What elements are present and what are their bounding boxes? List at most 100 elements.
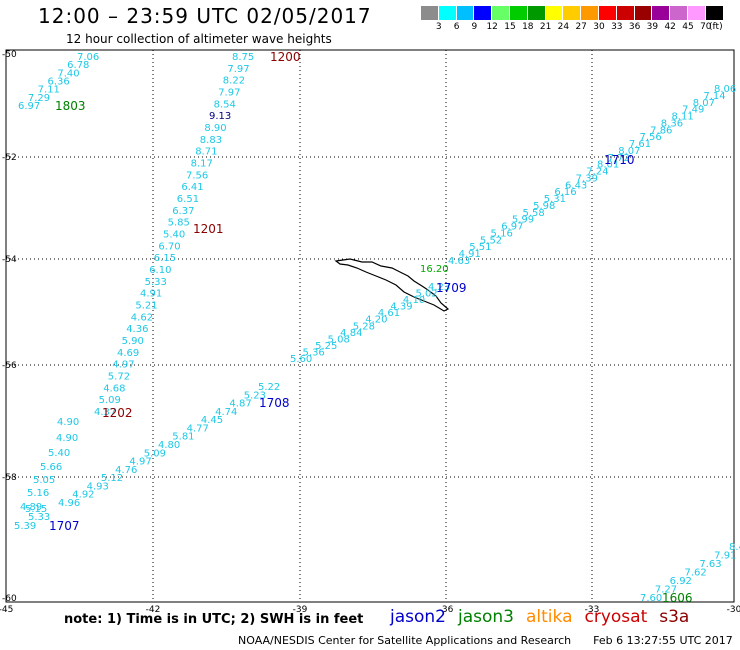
swh-reading: 7.56 [640,132,662,143]
swh-reading: 5.16 [27,488,49,499]
swh-reading: 5.36 [303,347,325,358]
swh-reading: 8.4 [729,542,740,553]
swh-reading: 8.22 [223,76,245,87]
swh-reading: 4.63 [448,256,470,267]
swh-reading: 7.97 [218,88,240,99]
swh-reading: 8.36 [661,118,683,129]
footer-note: note: 1) Time is in UTC; 2) SWH is in fe… [64,612,364,627]
swh-reading: 7.61 [629,139,651,150]
longitude-tick: -33 [585,605,600,615]
swh-reading: 6.92 [670,576,692,587]
swh-reading: 4.89 [20,502,42,513]
swh-reading: 7.40 [57,68,79,79]
swh-reading: 5.33 [145,277,167,288]
colorbar-tick-label: 36 [628,22,641,32]
swh-reading: 9.13 [209,111,231,122]
swh-reading: 5.98 [533,201,555,212]
swh-reading: 5.25 [315,341,337,352]
swh-reading: 5.85 [168,218,190,229]
longitude-tick: -42 [146,605,161,615]
track-time-label: 1710 [604,153,635,167]
swh-reading: 4.77 [187,423,209,434]
colorbar-swatch [456,6,475,20]
colorbar-swatch [509,6,528,20]
swh-reading: 7.97 [227,64,249,75]
swh-reading: 8.90 [204,123,226,134]
swh-reading: 4.39 [390,302,412,313]
south-georgia-island [334,258,450,312]
swh-reading: 4.91 [140,289,162,300]
legend-jason2: jason2 [390,607,446,627]
track-time-label: 1708 [259,396,290,410]
swh-reading: 7.24 [586,167,608,178]
swh-reading: 4.93 [87,481,109,492]
swh-reading: 4.97 [112,360,134,371]
credit-line: NOAA/NESDIS Center for Satellite Applica… [238,634,733,647]
credit-text: NOAA/NESDIS Center for Satellite Applica… [238,634,572,647]
swh-reading: 4.91 [459,249,481,260]
colorbar-swatch [438,6,457,20]
swh-reading: 5.31 [544,194,566,205]
swh-reading: 6.51 [177,194,199,205]
colorbar-tick-label: 33 [611,22,623,32]
satellite-tracks: 8.757.978.227.978.549.138.908.838.718.17… [14,50,740,605]
longitude-tick: -39 [293,605,308,615]
swh-reading: 8.71 [195,147,217,158]
swh-reading: 5.15 [25,504,47,515]
colorbar-tick-label: 70 [700,22,712,32]
colorbar-swatch [492,6,510,20]
colorbar-tick-label: 15 [504,22,516,32]
swh-reading: 7.14 [703,91,725,102]
latitude-tick: -52 [2,153,17,163]
swh-reading: 5.09 [144,448,166,459]
swh-reading: 4.90 [57,417,79,428]
chart-subtitle: 12 hour collection of altimeter wave hei… [66,32,332,46]
swh-reading: 4.84 [340,328,362,339]
swh-reading: 4.97 [129,457,151,468]
swh-reading: 6.78 [67,60,89,71]
colorbar-tick-label: 30 [593,22,605,32]
swh-reading: 5.51 [469,242,491,253]
swh-reading: 7.63 [699,559,721,570]
swh-reading: 5.21 [135,301,157,312]
colorbar-swatch [634,6,653,20]
axis-tick-labels: -45 -42 -39 -36 -33 -30 -50 -52 -54 -56 -58 -60 [0,50,740,615]
swh-reading: 4.45 [201,415,223,426]
swh-reading: 4.87 [229,399,251,410]
swh-reading: 4.69 [117,348,139,359]
swh-reading: 4.92 [72,490,94,501]
track-time-label: 1709 [436,281,467,295]
colorbar-tick-label: 12 [486,22,498,32]
colorbar-swatch [652,6,671,20]
swh-reading: 8.07 [693,98,715,109]
colorbar-swatch [421,6,439,20]
colorbar-tick-label: 3 [435,22,442,32]
swh-reading: 7.60 [640,593,662,604]
latitude-tick: -50 [2,50,17,60]
swh-reading: 4.68 [103,383,125,394]
swh-reading: 4.96 [58,498,80,509]
track-time-label: 1202 [102,406,133,420]
colorbar-swatch [527,6,546,20]
colorbar-tick-label: 39 [646,22,659,32]
legend-altika: altika [526,607,573,627]
swh-reading: 7.49 [682,105,704,116]
swh-reading: 6.97 [501,222,523,233]
chart-title: 12:00 – 23:59 UTC 02/05/2017 [38,4,372,28]
swh-reading: 6.10 [149,265,171,276]
wave-height-colorbar [421,6,724,20]
swh-reading: 7.91 [714,551,736,562]
swh-reading: 6.37 [172,206,194,217]
swh-reading: 5.02 [415,289,437,300]
swh-reading: 5.99 [512,215,534,226]
swh-reading: 4.37 [94,407,116,418]
swh-reading: 8.11 [671,112,693,123]
colorbar-swatch [474,6,493,20]
swh-reading: 7.27 [655,585,677,596]
swh-reading: 4.20 [365,315,387,326]
swh-reading: 6.43 [565,180,587,191]
colorbar-tick-label: 18 [522,22,534,32]
colorbar-tick-label: 45 [682,22,694,32]
latitude-tick: -58 [2,473,17,483]
swh-reading: 5.12 [101,473,123,484]
